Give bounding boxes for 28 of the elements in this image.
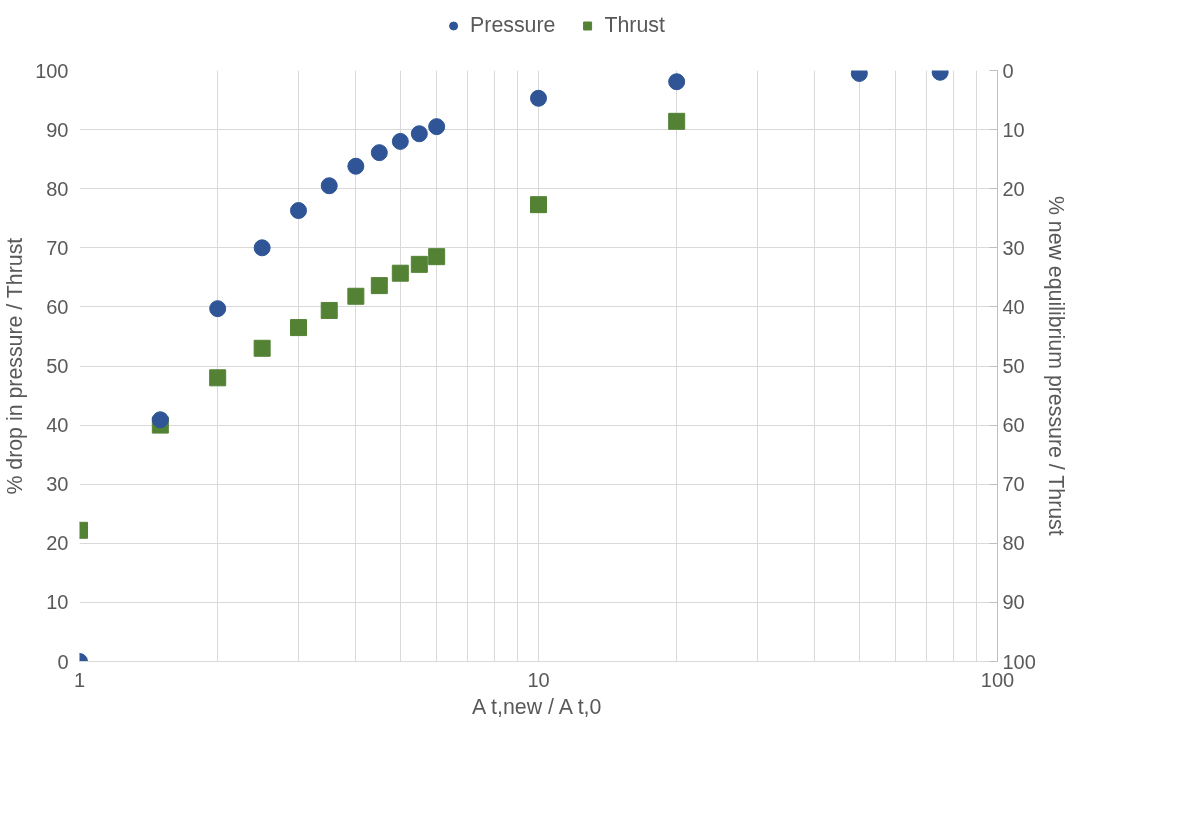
x-axis-title: A t,new / A t,0 bbox=[472, 694, 602, 719]
y2-tick-label: 60 bbox=[1002, 414, 1025, 437]
y2-tick-label: 40 bbox=[1002, 295, 1025, 318]
y-tick-label: 80 bbox=[46, 177, 69, 200]
y-tick-label: 70 bbox=[46, 236, 69, 259]
y-tick-label: 10 bbox=[46, 591, 69, 614]
x-tick-label: 10 bbox=[527, 668, 550, 691]
y2-tick-label: 30 bbox=[1002, 236, 1025, 259]
y-tick-label: 100 bbox=[35, 59, 69, 82]
y-tick-label: 30 bbox=[46, 473, 69, 496]
y2-axis-title: % new equilibrium pressure / Thrust bbox=[1043, 195, 1068, 536]
y-tick-label: 50 bbox=[46, 355, 69, 377]
y-tick-label: 60 bbox=[46, 295, 69, 318]
y2-tick-label: 90 bbox=[1002, 591, 1025, 614]
y-axis-title: % drop in pressure / Thrust bbox=[3, 237, 28, 495]
y-tick-label: 40 bbox=[46, 414, 69, 437]
y2-tick-label: 50 bbox=[1002, 355, 1025, 377]
y2-tick-label: 20 bbox=[1002, 177, 1025, 200]
y-tick-label: 0 bbox=[57, 650, 69, 673]
y-tick-label: 20 bbox=[46, 532, 69, 555]
x-tick-label: 1 bbox=[73, 668, 86, 691]
y2-tick-label: 10 bbox=[1002, 118, 1025, 141]
y2-tick-label: 80 bbox=[1002, 532, 1025, 555]
legend-label: Thrust bbox=[604, 12, 665, 38]
y-tick-label: 90 bbox=[46, 118, 69, 141]
y2-tick-label: 70 bbox=[1002, 473, 1025, 496]
y2-tick-label: 0 bbox=[1002, 59, 1014, 82]
legend-label: Pressure bbox=[470, 12, 556, 38]
